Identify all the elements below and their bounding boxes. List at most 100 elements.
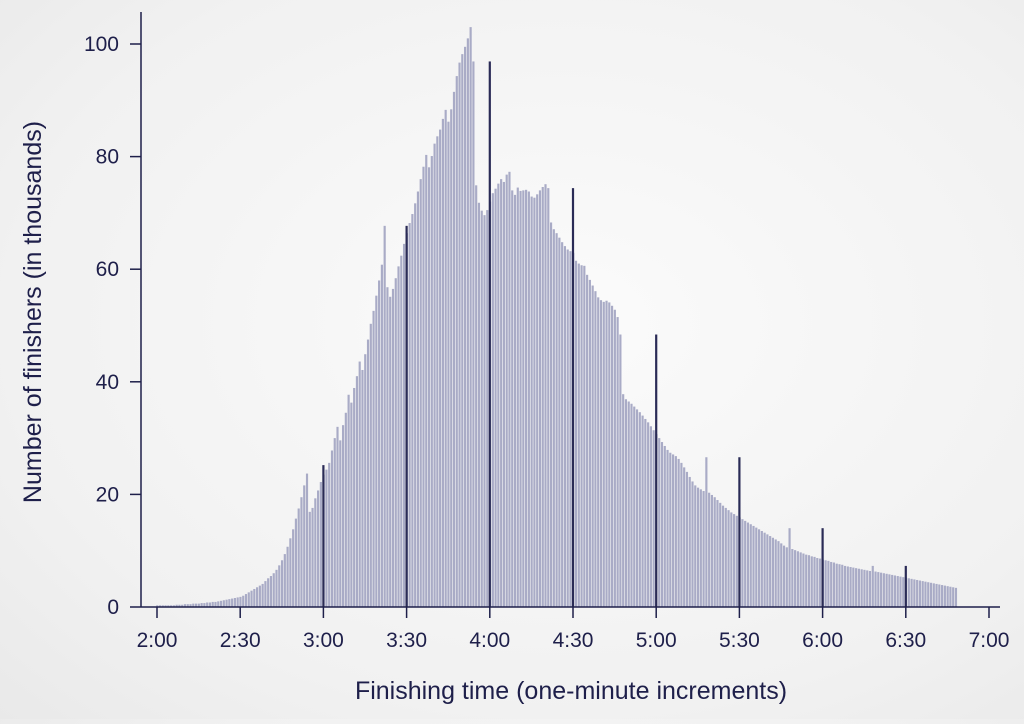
histogram-bar bbox=[450, 109, 453, 607]
histogram-bar bbox=[477, 202, 481, 607]
histogram-bar bbox=[181, 604, 184, 607]
histogram-bar bbox=[375, 295, 378, 607]
histogram-bar bbox=[336, 426, 339, 607]
histogram-bar bbox=[289, 538, 292, 607]
histogram-bar bbox=[458, 62, 461, 607]
histogram-bar bbox=[433, 143, 436, 607]
x-tick-label: 6:00 bbox=[802, 629, 843, 652]
histogram-bar bbox=[239, 596, 242, 607]
histogram-bar bbox=[544, 184, 547, 607]
histogram-bar bbox=[466, 38, 469, 608]
histogram-bar bbox=[491, 193, 494, 607]
histogram-bar bbox=[272, 573, 275, 607]
histogram-bar bbox=[275, 569, 278, 607]
histogram-bar bbox=[938, 584, 941, 607]
histogram-bar bbox=[644, 418, 647, 607]
histogram-bar bbox=[735, 515, 738, 607]
histogram-bar bbox=[954, 587, 958, 607]
histogram-bar bbox=[522, 190, 525, 607]
x-tick-label: 5:00 bbox=[636, 629, 677, 652]
histogram-bar bbox=[705, 457, 708, 607]
histogram-bar bbox=[660, 442, 664, 607]
histogram-bar bbox=[694, 485, 697, 607]
histogram-bar bbox=[952, 587, 955, 607]
x-tick-label: 3:30 bbox=[386, 629, 427, 652]
histogram-bar bbox=[827, 560, 830, 607]
highlight-bar bbox=[738, 457, 741, 607]
histogram-bar bbox=[719, 502, 722, 607]
histogram-bar bbox=[730, 512, 733, 607]
x-tick-label: 5:30 bbox=[719, 629, 760, 652]
histogram-bar bbox=[691, 481, 694, 607]
histogram-bar bbox=[494, 188, 497, 607]
histogram-bar bbox=[857, 568, 860, 607]
histogram-bar bbox=[347, 394, 350, 607]
histogram-bar bbox=[250, 590, 253, 607]
histogram-bar bbox=[752, 525, 755, 607]
histogram-bar bbox=[924, 581, 927, 607]
histogram-bar bbox=[577, 263, 580, 607]
histogram-bar bbox=[658, 438, 661, 607]
histogram-bar bbox=[610, 305, 614, 607]
histogram-bar bbox=[866, 570, 869, 607]
histogram-bar bbox=[294, 518, 297, 607]
histogram-bar bbox=[525, 189, 528, 607]
histogram-bar bbox=[744, 520, 747, 607]
histogram-bar bbox=[261, 583, 264, 607]
histogram-bar bbox=[172, 605, 175, 607]
histogram-bar bbox=[206, 602, 209, 607]
histogram-bar bbox=[796, 551, 799, 607]
histogram-bar bbox=[566, 249, 569, 607]
histogram-bar bbox=[397, 266, 400, 607]
histogram-bar bbox=[267, 578, 270, 607]
histogram-bar bbox=[652, 430, 655, 607]
histogram-bar bbox=[194, 603, 198, 607]
histogram-bar bbox=[946, 586, 949, 607]
histogram-bar bbox=[292, 529, 295, 607]
histogram-bar bbox=[863, 569, 866, 607]
histogram-bar bbox=[669, 452, 672, 607]
histogram-bar bbox=[849, 567, 852, 607]
histogram-bar bbox=[303, 485, 306, 607]
histogram-bar bbox=[300, 497, 303, 607]
histogram-bar bbox=[949, 586, 952, 607]
histogram-bar bbox=[319, 482, 322, 607]
histogram-bar bbox=[513, 194, 517, 607]
histogram-bar bbox=[167, 605, 170, 607]
histogram-bar bbox=[480, 210, 483, 607]
histogram-bar bbox=[452, 91, 456, 608]
histogram-bar bbox=[225, 599, 228, 607]
histogram-bar bbox=[311, 507, 314, 607]
histogram-bar bbox=[447, 121, 450, 607]
histogram-bar bbox=[683, 467, 686, 607]
histogram-bar bbox=[899, 576, 902, 607]
histogram-bar bbox=[708, 492, 711, 607]
histogram-bar bbox=[536, 194, 539, 607]
histogram-bar bbox=[464, 46, 467, 607]
histogram-bar bbox=[563, 246, 567, 607]
histogram-bar bbox=[361, 369, 364, 607]
histogram-bar bbox=[619, 334, 622, 607]
histogram-bar bbox=[766, 534, 769, 607]
histogram-bar bbox=[841, 564, 844, 607]
histogram-bar bbox=[189, 604, 192, 607]
histogram-bar bbox=[802, 553, 805, 607]
histogram-bar bbox=[555, 233, 558, 608]
histogram-bar bbox=[441, 118, 444, 607]
histogram-bar bbox=[713, 497, 716, 607]
histogram-bar bbox=[663, 445, 666, 607]
y-tick-label: 60 bbox=[96, 258, 119, 281]
histogram-bar bbox=[846, 566, 849, 607]
histogram-bar bbox=[502, 181, 505, 607]
histogram-bar bbox=[763, 532, 766, 607]
histogram-bar bbox=[688, 476, 691, 607]
histogram-bar bbox=[483, 215, 486, 607]
x-tick-label: 2:00 bbox=[137, 629, 178, 652]
histogram-bar bbox=[885, 573, 888, 607]
histogram-bar bbox=[533, 197, 536, 607]
histogram-bar bbox=[830, 561, 833, 607]
highlight-bars-group bbox=[322, 61, 907, 607]
histogram-bar bbox=[419, 179, 422, 607]
histogram-bar bbox=[805, 554, 808, 607]
histogram-bar bbox=[685, 471, 689, 607]
